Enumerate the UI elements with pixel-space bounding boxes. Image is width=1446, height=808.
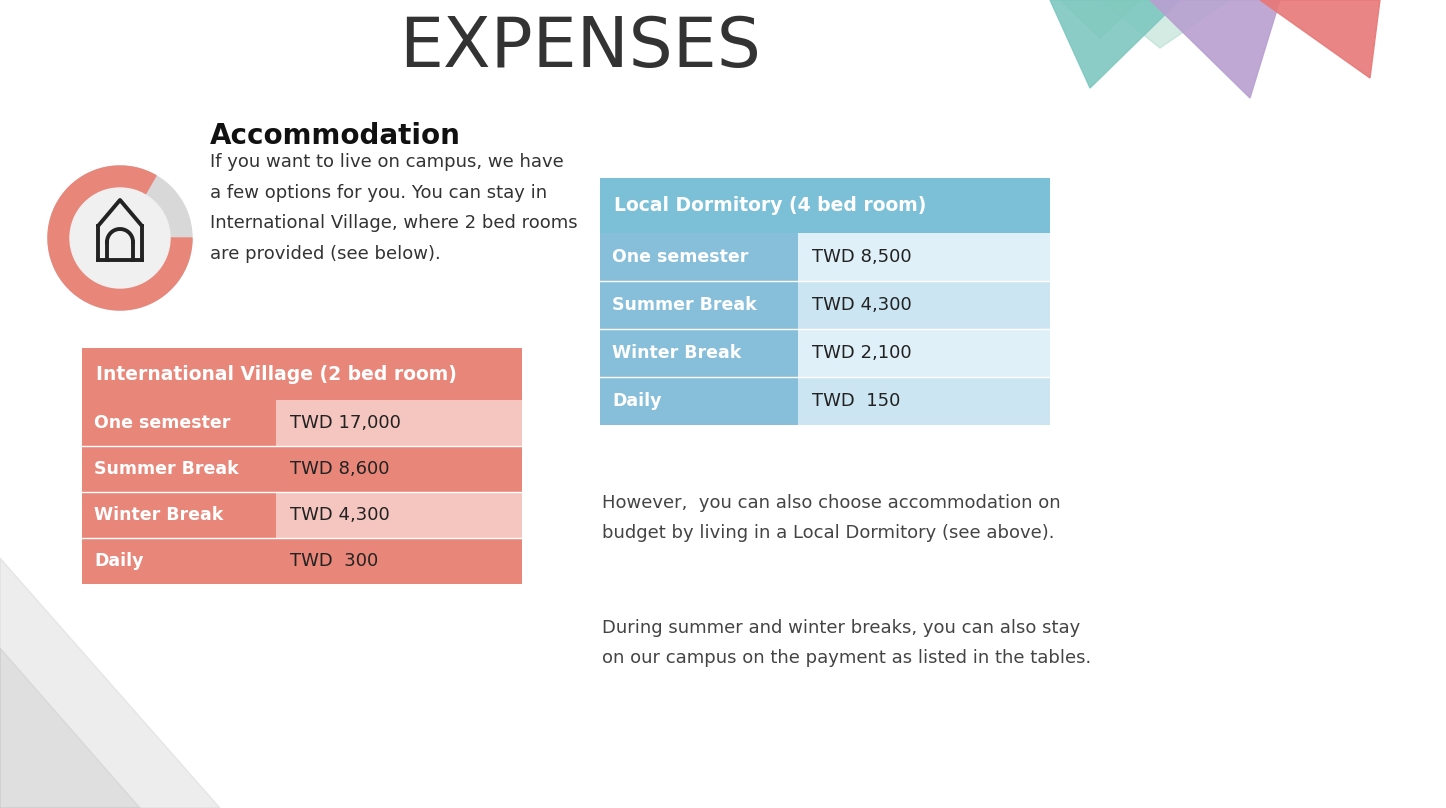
Polygon shape: [1150, 0, 1280, 98]
FancyBboxPatch shape: [82, 492, 522, 538]
Text: TWD 4,300: TWD 4,300: [813, 296, 912, 314]
Polygon shape: [1100, 0, 1231, 48]
FancyBboxPatch shape: [82, 400, 276, 446]
Polygon shape: [1050, 0, 1180, 88]
FancyBboxPatch shape: [82, 492, 276, 538]
FancyBboxPatch shape: [82, 446, 522, 492]
Text: EXPENSES: EXPENSES: [399, 15, 761, 82]
Polygon shape: [1259, 0, 1379, 78]
Text: TWD 8,600: TWD 8,600: [289, 460, 389, 478]
FancyBboxPatch shape: [82, 538, 276, 584]
FancyBboxPatch shape: [600, 281, 798, 329]
Wedge shape: [48, 166, 192, 310]
Text: Accommodation: Accommodation: [210, 122, 461, 150]
FancyBboxPatch shape: [600, 329, 1050, 377]
FancyBboxPatch shape: [82, 348, 522, 400]
Text: One semester: One semester: [612, 248, 749, 266]
Text: TWD 17,000: TWD 17,000: [289, 414, 401, 432]
Text: Winter Break: Winter Break: [94, 506, 223, 524]
FancyBboxPatch shape: [600, 329, 798, 377]
Text: Daily: Daily: [94, 552, 143, 570]
Text: Local Dormitory (4 bed room): Local Dormitory (4 bed room): [615, 196, 927, 215]
FancyBboxPatch shape: [600, 178, 1050, 233]
FancyBboxPatch shape: [600, 377, 798, 425]
Polygon shape: [0, 648, 140, 808]
Text: If you want to live on campus, we have
a few options for you. You can stay in
In: If you want to live on campus, we have a…: [210, 153, 577, 263]
FancyBboxPatch shape: [82, 400, 522, 446]
Text: One semester: One semester: [94, 414, 230, 432]
Text: TWD 4,300: TWD 4,300: [289, 506, 389, 524]
Polygon shape: [0, 558, 220, 808]
FancyBboxPatch shape: [600, 233, 798, 281]
Text: However,  you can also choose accommodation on
budget by living in a Local Dormi: However, you can also choose accommodati…: [602, 494, 1060, 542]
FancyBboxPatch shape: [600, 281, 1050, 329]
Polygon shape: [1060, 0, 1139, 38]
Text: Summer Break: Summer Break: [94, 460, 239, 478]
FancyBboxPatch shape: [82, 538, 522, 584]
FancyBboxPatch shape: [600, 377, 1050, 425]
Text: During summer and winter breaks, you can also stay
on our campus on the payment : During summer and winter breaks, you can…: [602, 619, 1092, 667]
Text: TWD  300: TWD 300: [289, 552, 377, 570]
Text: International Village (2 bed room): International Village (2 bed room): [95, 364, 457, 384]
Text: TWD 8,500: TWD 8,500: [813, 248, 911, 266]
Text: Summer Break: Summer Break: [612, 296, 756, 314]
FancyBboxPatch shape: [600, 233, 1050, 281]
Text: TWD  150: TWD 150: [813, 392, 901, 410]
Circle shape: [69, 188, 171, 288]
Circle shape: [48, 166, 192, 310]
Text: Winter Break: Winter Break: [612, 344, 742, 362]
FancyBboxPatch shape: [82, 446, 276, 492]
Text: TWD 2,100: TWD 2,100: [813, 344, 911, 362]
Text: Daily: Daily: [612, 392, 661, 410]
